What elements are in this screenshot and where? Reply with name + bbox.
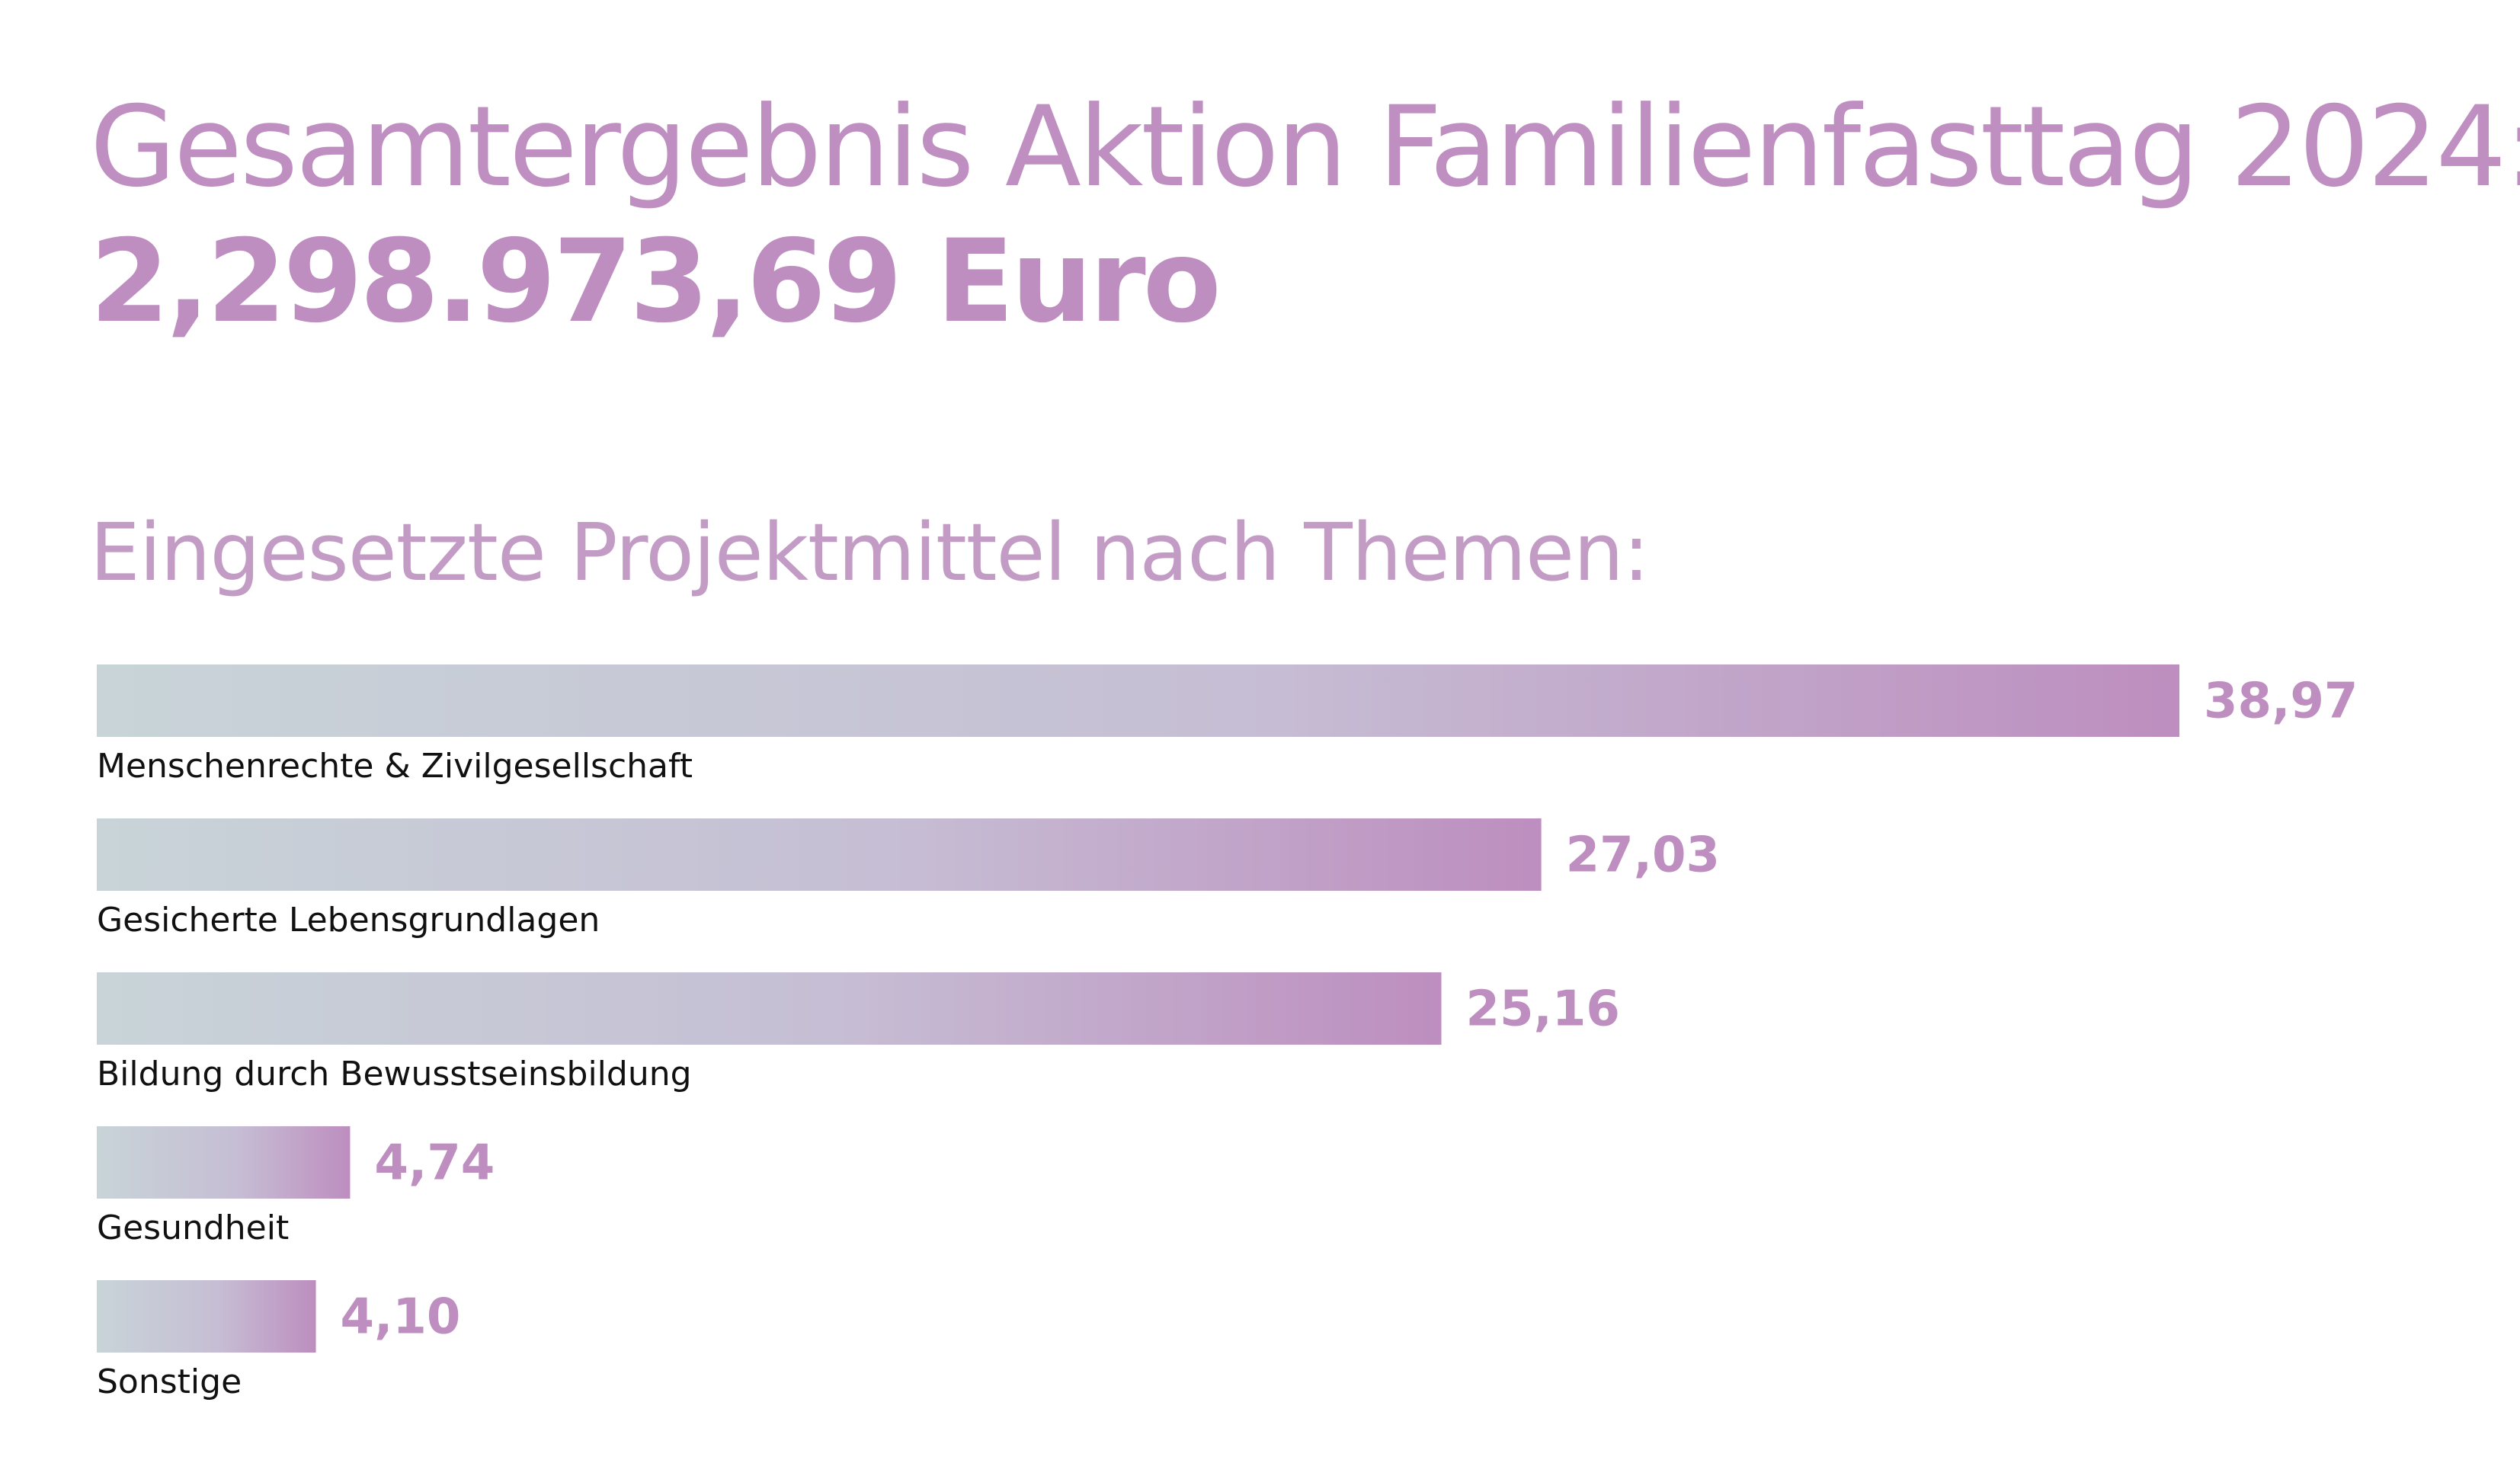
- total-amount: 2,298.973,69 Euro: [90, 216, 1222, 348]
- bar-4: [97, 1280, 316, 1353]
- bar-0: [97, 664, 2179, 737]
- page-title: Gesamtergebnis Aktion Familienfasttag 20…: [90, 82, 2520, 212]
- chart-title: Eingesetzte Projektmittel nach Themen:: [90, 506, 1650, 599]
- bar-category-label: Gesicherte Lebensgrundlagen: [97, 901, 600, 940]
- bar-value-label: 4,10: [341, 1289, 461, 1346]
- bar-1: [97, 818, 1542, 891]
- bar-category-label: Gesundheit: [97, 1209, 289, 1247]
- bar-3: [97, 1126, 351, 1199]
- bar-group: 38,97 Menschenrechte & Zivilgesellschaft 2…: [97, 664, 2358, 1401]
- bar-category-label: Menschenrechte & Zivilgesellschaft: [97, 747, 693, 786]
- bar-value-label: 27,03: [1566, 828, 1720, 884]
- bar-value-label: 4,74: [374, 1135, 495, 1192]
- bar-2: [97, 972, 1442, 1045]
- bar-value-label: 25,16: [1465, 981, 1619, 1038]
- bar-value-label: 38,97: [2204, 674, 2358, 730]
- bar-category-label: Sonstige: [97, 1362, 242, 1401]
- bar-category-label: Bildung durch Bewusstseinsbildung: [97, 1055, 692, 1093]
